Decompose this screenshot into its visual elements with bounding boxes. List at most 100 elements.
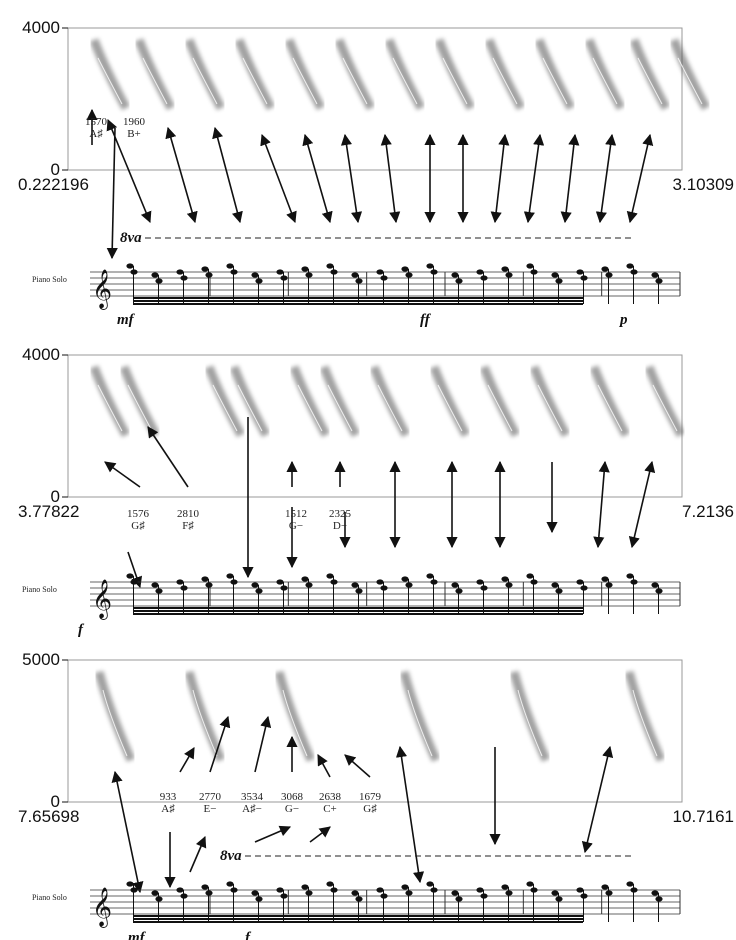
pitch-note: G−: [285, 803, 299, 815]
dynamic-mark: f: [78, 622, 85, 638]
note-head: [601, 266, 608, 271]
note-head: [201, 266, 208, 271]
treble-clef: 𝄞: [92, 887, 112, 928]
note-head: [626, 263, 633, 268]
note-head: [176, 579, 183, 584]
pitch-note: G♯: [131, 520, 145, 532]
pitch-note: A♯: [89, 128, 103, 140]
pitch-frequency: 1960: [123, 116, 146, 128]
arrow: [255, 827, 290, 842]
spectrogram-frame: [68, 660, 682, 802]
pitch-frequency: 3068: [281, 791, 304, 803]
note-head: [326, 881, 333, 886]
pitch-note: F♯: [182, 520, 194, 532]
note-head: [501, 266, 508, 271]
pitch-frequency: 2325: [329, 508, 352, 520]
note-head: [626, 573, 633, 578]
note-head: [326, 263, 333, 268]
instrument-label: Piano Solo: [22, 585, 57, 594]
note-head: [551, 272, 558, 277]
note-head: [551, 890, 558, 895]
note-head: [126, 263, 133, 268]
note-head: [301, 884, 308, 889]
time-end-label: 3.10309: [673, 175, 734, 194]
instrument-label: Piano Solo: [32, 275, 67, 284]
pitch-note: E−: [204, 803, 217, 815]
note-head: [401, 266, 408, 271]
note-head: [251, 890, 258, 895]
note-head: [476, 887, 483, 892]
pitch-note: C+: [323, 803, 337, 815]
note-head: [426, 263, 433, 268]
note-head: [401, 576, 408, 581]
note-head: [276, 269, 283, 274]
panel: 400000.2221963.103091570A♯1960B+𝄞Piano S…: [18, 18, 734, 328]
note-head: [251, 582, 258, 587]
note-head: [501, 884, 508, 889]
note-head: [601, 576, 608, 581]
note-head: [551, 582, 558, 587]
arrow: [190, 837, 205, 872]
note-head: [251, 272, 258, 277]
treble-clef: 𝄞: [92, 269, 112, 310]
arrow: [310, 827, 330, 842]
note-head: [151, 890, 158, 895]
note-head: [451, 890, 458, 895]
note-head: [476, 269, 483, 274]
time-start-label: 7.65698: [18, 807, 79, 826]
time-end-label: 7.2136: [682, 502, 734, 521]
pitch-frequency: 3534: [241, 791, 264, 803]
note-head: [526, 573, 533, 578]
note-head: [226, 881, 233, 886]
note-head: [526, 263, 533, 268]
note-head: [426, 573, 433, 578]
note-head: [201, 884, 208, 889]
pitch-frequency: 2638: [319, 791, 342, 803]
panel: 500007.6569810.7161933A♯2770E−3534A♯−306…: [18, 650, 734, 940]
dynamic-mark: mf: [128, 930, 147, 940]
note-head: [576, 887, 583, 892]
pitch-note: B+: [127, 128, 141, 140]
instrument-label: Piano Solo: [32, 893, 67, 902]
note-head: [501, 576, 508, 581]
note-head: [376, 269, 383, 274]
note-head: [276, 887, 283, 892]
note-head: [126, 881, 133, 886]
pitch-note: A♯−: [242, 803, 262, 815]
time-start-label: 0.222196: [18, 175, 89, 194]
pitch-frequency: 933: [160, 791, 177, 803]
pitch-note: G−: [289, 520, 303, 532]
pitch-note: A♯: [161, 803, 175, 815]
note-head: [651, 582, 658, 587]
note-head: [301, 266, 308, 271]
octave-mark: 8va: [220, 848, 242, 864]
note-head: [151, 582, 158, 587]
note-head: [576, 579, 583, 584]
note-head: [451, 582, 458, 587]
note-head: [151, 272, 158, 277]
note-head: [126, 573, 133, 578]
note-head: [176, 887, 183, 892]
note-head: [351, 272, 358, 277]
note-head: [576, 269, 583, 274]
time-end-label: 10.7161: [673, 807, 734, 826]
note-head: [601, 884, 608, 889]
note-head: [651, 272, 658, 277]
note-head: [226, 573, 233, 578]
note-head: [401, 884, 408, 889]
pitch-frequency: 1512: [285, 508, 307, 520]
dynamic-mark: mf: [117, 312, 136, 328]
y-max-label: 4000: [22, 18, 60, 37]
pitch-frequency: 2810: [177, 508, 200, 520]
note-head: [376, 579, 383, 584]
note-head: [476, 579, 483, 584]
dynamic-mark: p: [618, 312, 628, 328]
note-head: [326, 573, 333, 578]
note-head: [626, 881, 633, 886]
note-head: [276, 579, 283, 584]
note-head: [226, 263, 233, 268]
pitch-frequency: 1679: [359, 791, 382, 803]
treble-clef: 𝄞: [92, 579, 112, 620]
octave-mark: 8va: [120, 230, 142, 246]
pitch-frequency: 1570: [85, 116, 108, 128]
